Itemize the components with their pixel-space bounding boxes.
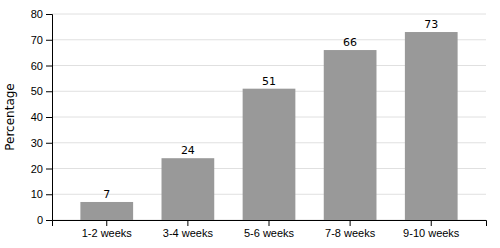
data-label: 7 [103,188,110,201]
x-tick-label: 1-2 weeks [82,227,133,239]
y-tick-label: 50 [31,85,43,97]
x-tick: 1-2 weeks [82,220,133,239]
x-tick-label: 7-8 weeks [325,227,376,239]
y-tick-mark [46,117,52,118]
data-labels: 7 24 51 66 73 [103,18,438,201]
x-axis-line [53,221,487,227]
x-axis: 1-2 weeks 3-4 weeks 5-6 weeks 7-8 weeks 9-10… [53,220,487,239]
y-tick: 20 [31,163,52,175]
y-axis-line [46,15,53,221]
y-tick-mark [46,91,52,92]
bar [324,50,377,220]
bars [80,32,457,220]
y-axis: 0 10 20 30 40 50 60 70 80 [31,8,53,226]
y-tick-mark [46,169,52,170]
y-tick: 40 [31,111,52,123]
x-tick-mark [431,220,432,226]
y-tick-mark [46,220,52,221]
x-tick-mark [187,220,188,226]
y-tick-mark [46,14,52,15]
data-label: 24 [181,144,195,157]
x-tick-label: 3-4 weeks [163,227,214,239]
plot: 7 24 51 66 73 1-2 weeks 3-4 weeks 5-6 weeks 7-8 … [31,8,487,239]
y-tick-label: 80 [31,8,43,20]
y-tick: 50 [31,85,52,97]
y-tick-label: 20 [31,163,43,175]
y-tick-label: 30 [31,137,43,149]
data-label: 66 [343,36,357,49]
chart-svg: 7 24 51 66 73 1-2 weeks 3-4 weeks 5-6 weeks 7-8 … [0,0,500,248]
y-tick: 70 [31,34,52,46]
data-label: 73 [424,18,438,31]
x-tick: 7-8 weeks [325,220,376,239]
y-tick: 60 [31,60,52,72]
y-tick: 10 [31,188,52,200]
grid [52,14,486,220]
y-axis-title: Percentage [3,83,17,151]
bar [80,202,133,220]
y-tick-label: 60 [31,60,43,72]
x-tick: 5-6 weeks [244,220,295,239]
bar [405,32,458,220]
x-tick-mark [269,220,270,226]
grid-line [52,14,486,15]
y-tick-mark [46,143,52,144]
y-tick-label: 0 [37,214,43,226]
x-tick-label: 9-10 weeks [403,227,460,239]
bar [243,89,296,220]
x-tick-mark [106,220,107,226]
x-tick-mark [350,220,351,226]
y-tick: 30 [31,137,52,149]
y-tick: 0 [37,214,52,226]
x-tick-label: 5-6 weeks [244,227,295,239]
x-tick: 9-10 weeks [403,220,460,239]
bar [162,158,215,220]
y-tick-label: 70 [31,34,43,46]
y-tick-mark [46,66,52,67]
y-tick: 80 [31,8,52,20]
x-tick: 3-4 weeks [163,220,214,239]
data-label: 51 [262,75,276,88]
chart-container: 7 24 51 66 73 1-2 weeks 3-4 weeks 5-6 weeks 7-8 … [0,0,500,248]
y-tick-mark [46,194,52,195]
y-tick-label: 10 [31,188,43,200]
y-tick-mark [46,40,52,41]
y-tick-label: 40 [31,111,43,123]
